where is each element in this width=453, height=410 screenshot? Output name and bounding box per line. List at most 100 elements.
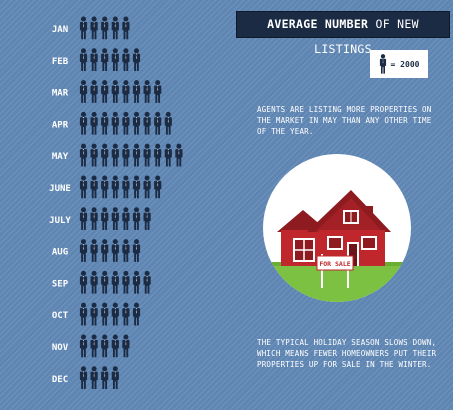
- person-icon: [79, 366, 88, 390]
- person-icon: [111, 270, 119, 294]
- person-icon: [79, 143, 88, 167]
- person-icon: [101, 143, 109, 167]
- month-label: DEC: [52, 375, 68, 385]
- pictograph-row-aug: AUG: [52, 239, 141, 262]
- person-icon: [122, 80, 130, 103]
- person-icon: [122, 334, 130, 358]
- person-icon: [101, 207, 109, 231]
- pictograph-row-jan: JAN: [52, 16, 130, 40]
- month-label: APR: [52, 120, 69, 130]
- person-icon: [132, 111, 141, 135]
- person-icon: [111, 143, 119, 167]
- person-icon: [164, 111, 172, 135]
- pictograph-row-dec: DEC: [52, 366, 119, 390]
- person-icon: [122, 207, 130, 231]
- person-icon: [122, 270, 130, 294]
- person-icon: [90, 111, 98, 135]
- person-icon: [79, 175, 88, 199]
- person-icon: [90, 80, 98, 103]
- month-label: SEP: [52, 279, 69, 289]
- person-icon: [143, 175, 151, 199]
- person-icon: [122, 302, 130, 326]
- legend: = 2000: [370, 50, 428, 78]
- person-icon: [101, 111, 109, 135]
- person-icon: [101, 270, 109, 294]
- person-icon: [90, 143, 98, 167]
- person-icon: [111, 334, 119, 358]
- person-icon: [132, 207, 141, 231]
- person-icon: [111, 16, 119, 40]
- person-icon: [90, 239, 98, 262]
- month-label: OCT: [52, 311, 69, 321]
- person-icon: [143, 80, 151, 103]
- person-icon: [111, 302, 119, 326]
- person-icon: [143, 111, 151, 135]
- person-icon: [122, 175, 130, 199]
- person-icon: [111, 366, 119, 390]
- pictograph-row-nov: NOV: [52, 334, 130, 358]
- month-label: MAR: [52, 89, 69, 99]
- person-icon: [122, 239, 130, 262]
- pictograph-row-feb: FEB: [52, 48, 141, 72]
- house-illustration: For Sale: [263, 154, 411, 302]
- person-icon: [164, 143, 172, 167]
- person-icon: [143, 270, 151, 294]
- person-icon: [90, 16, 98, 40]
- month-label: AUG: [52, 248, 68, 258]
- person-icon: [154, 175, 162, 199]
- person-icon: [101, 366, 109, 390]
- person-icon: [132, 239, 141, 262]
- person-icon: [132, 80, 141, 103]
- person-icon: [101, 302, 109, 326]
- person-icon: [132, 302, 141, 326]
- month-label: FEB: [52, 57, 69, 67]
- person-icon: [90, 270, 98, 294]
- note-winter: The typical holiday season slows down, w…: [257, 338, 437, 369]
- person-icon: [101, 16, 109, 40]
- person-icon: [101, 80, 109, 103]
- person-icon: [132, 270, 141, 294]
- person-icon: [79, 334, 88, 358]
- note-may: Agents are listing more properties on th…: [257, 105, 432, 136]
- person-icon: [79, 270, 88, 294]
- person-icon: [132, 143, 141, 167]
- title-part-2: of New Listings: [314, 17, 419, 56]
- pictograph-row-apr: APR: [52, 111, 172, 135]
- person-icon: [90, 175, 98, 199]
- person-icon: [101, 239, 109, 262]
- person-icon: [90, 334, 98, 358]
- pictograph-row-oct: OCT: [52, 302, 141, 326]
- person-icon: [122, 143, 130, 167]
- person-icon: [101, 48, 109, 72]
- month-label: JAN: [52, 25, 68, 35]
- person-icon: [132, 48, 141, 72]
- person-icon: [132, 175, 141, 199]
- person-icon: [90, 302, 98, 326]
- person-icon: [101, 175, 109, 199]
- person-icon: [143, 207, 151, 231]
- legend-label: = 2000: [390, 59, 420, 69]
- house-for-sale-icon: For Sale: [263, 190, 411, 302]
- month-label: JULY: [49, 216, 71, 226]
- person-icon: [79, 207, 88, 231]
- person-icon: [111, 48, 119, 72]
- person-icon: [79, 48, 88, 72]
- pictograph-row-july: JULY: [49, 207, 151, 231]
- person-icon: [79, 302, 88, 326]
- pictograph-row-may: MAY: [52, 143, 183, 167]
- person-icon: [79, 239, 88, 262]
- person-icon: [111, 111, 119, 135]
- person-icon: [143, 143, 151, 167]
- person-icon: [154, 143, 162, 167]
- person-icon: [90, 366, 98, 390]
- for-sale-sign: For Sale: [319, 260, 350, 268]
- month-label: MAY: [52, 152, 69, 162]
- person-icon: [79, 80, 88, 103]
- chart-title: Average Number of New Listings: [236, 11, 450, 56]
- person-icon: [101, 334, 109, 358]
- person-icon: [154, 111, 162, 135]
- person-icon: [122, 48, 130, 72]
- person-icon: [111, 207, 119, 231]
- person-icon: [122, 16, 130, 40]
